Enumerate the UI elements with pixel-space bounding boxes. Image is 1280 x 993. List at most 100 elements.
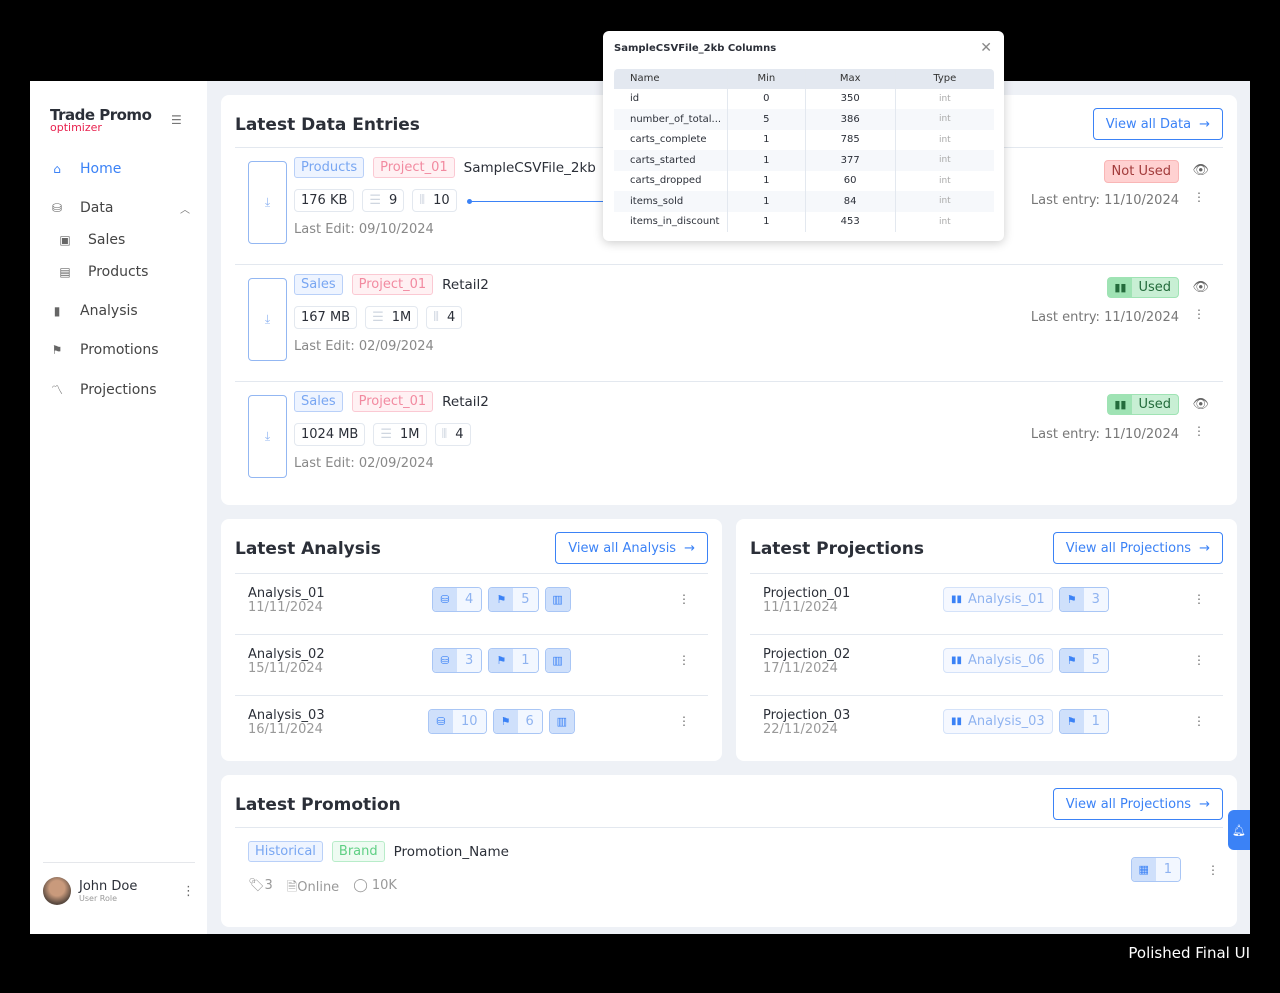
sidebar-item-products[interactable]: ▤ Products bbox=[58, 264, 148, 280]
analysis-name[interactable]: Analysis_03 bbox=[248, 708, 325, 723]
projection-name[interactable]: Projection_01 bbox=[763, 586, 851, 601]
data-count-pill[interactable]: ⛁ 3 bbox=[432, 648, 483, 673]
table-cell: 5 bbox=[727, 109, 806, 130]
projection-row[interactable]: Projection_03 22/11/2024 ▮▮ Analysis_03 ⚑ 1… bbox=[750, 695, 1223, 756]
section-title: Latest Data Entries bbox=[235, 115, 420, 135]
column-count[interactable]: ⦀ 4 bbox=[426, 306, 463, 329]
category-tag: Sales bbox=[294, 274, 343, 295]
projection-date: 17/11/2024 bbox=[763, 661, 838, 676]
section-title: Latest Promotion bbox=[235, 795, 401, 815]
promo-count-pill[interactable]: ⚑ 1 bbox=[488, 648, 539, 673]
projection-name[interactable]: Projection_03 bbox=[763, 708, 851, 723]
row-count[interactable]: ☰ 1M bbox=[373, 423, 427, 446]
notification-bell-button[interactable]: 🔔︎ bbox=[1228, 810, 1250, 850]
sidebar-item-sales[interactable]: ▣ Sales bbox=[58, 232, 125, 248]
sidebar-item-data[interactable]: ⛁ Data ︿ bbox=[50, 200, 190, 216]
table-cell: carts_dropped bbox=[614, 170, 728, 191]
kebab-icon[interactable]: ⋮ bbox=[1207, 863, 1219, 877]
projection-row[interactable]: Projection_01 11/11/2024 ▮▮ Analysis_01 ⚑ 3… bbox=[750, 573, 1223, 634]
kebab-icon[interactable]: ⋮ bbox=[1193, 592, 1205, 606]
database-icon: ⛁ bbox=[51, 201, 63, 215]
download-button[interactable]: ⤓ bbox=[248, 395, 287, 478]
analysis-name[interactable]: Analysis_02 bbox=[248, 647, 325, 662]
row-count[interactable]: ☰ 1M bbox=[365, 306, 419, 329]
file-name[interactable]: Retail2 bbox=[442, 276, 489, 293]
caption: Polished Final UI bbox=[1128, 944, 1250, 962]
analysis-row[interactable]: Analysis_02 15/11/2024 ⛁ 3 ⚑ 1 ▥ ⋮ bbox=[235, 634, 708, 695]
promotion-name[interactable]: Promotion_Name bbox=[393, 843, 509, 860]
kebab-icon[interactable]: ⋮ bbox=[678, 714, 690, 728]
table-cell: 453 bbox=[805, 211, 896, 232]
chevron-up-icon: ︿ bbox=[180, 204, 190, 216]
data-count-pill[interactable]: ⛁ 4 bbox=[432, 587, 483, 612]
category-tag: Products bbox=[294, 157, 365, 178]
kebab-icon[interactable]: ⋮ bbox=[182, 883, 195, 899]
column-count[interactable]: ⦀ 4 bbox=[434, 423, 471, 446]
download-button[interactable]: ⤓ bbox=[248, 278, 287, 361]
promotion-type-tag: Historical bbox=[248, 841, 323, 862]
kebab-icon[interactable]: ⋮ bbox=[1193, 307, 1205, 321]
status-badge: ▮▮ Used bbox=[1107, 394, 1179, 415]
user-profile[interactable]: John Doe User Role ⋮ bbox=[43, 862, 195, 905]
column-count[interactable]: ⦀ 10 bbox=[412, 189, 457, 212]
analysis-name: Analysis_06 bbox=[968, 653, 1045, 668]
cols-value: 10 bbox=[433, 193, 450, 208]
file-name[interactable]: SampleCSVFile_2kb bbox=[463, 159, 596, 176]
promo-count-pill[interactable]: ⚑ 6 bbox=[492, 709, 543, 734]
analysis-name[interactable]: Analysis_01 bbox=[248, 586, 325, 601]
kebab-icon[interactable]: ⋮ bbox=[1193, 424, 1205, 438]
analysis-link[interactable]: ▮▮ Analysis_01 bbox=[943, 587, 1053, 612]
file-name[interactable]: Retail2 bbox=[442, 393, 489, 410]
analysis-row[interactable]: Analysis_01 11/11/2024 ⛁ 4 ⚑ 5 ▥ ⋮ bbox=[235, 573, 708, 634]
eye-icon[interactable]: 👁︎ bbox=[1192, 280, 1209, 295]
data-entry-row: ⤓ Sales Project_01 Retail2 1024 MB ☰ 1M ⦀ 4 … bbox=[235, 381, 1223, 498]
analysis-row[interactable]: Analysis_03 16/11/2024 ⛁ 10 ⚑ 6 ▥ ⋮ bbox=[235, 695, 708, 756]
file-size: 167 MB bbox=[294, 306, 358, 329]
eye-icon[interactable]: 👁︎ bbox=[1192, 163, 1209, 178]
data-count-pill[interactable]: ⛁ 10 bbox=[428, 709, 487, 734]
analysis-link[interactable]: ▮▮ Analysis_06 bbox=[943, 648, 1053, 673]
projection-date: 22/11/2024 bbox=[763, 722, 838, 737]
table-cell: id bbox=[614, 88, 728, 109]
kebab-icon[interactable]: ⋮ bbox=[678, 592, 690, 606]
promo-count-pill[interactable]: ⚑ 1 bbox=[1058, 709, 1109, 734]
sidebar-item-promotions[interactable]: ⚑ Promotions bbox=[50, 342, 159, 358]
analysis-link[interactable]: ▮▮ Analysis_03 bbox=[943, 709, 1053, 734]
status-label: Used bbox=[1138, 280, 1171, 295]
promo-count-pill[interactable]: ⚑ 3 bbox=[1058, 587, 1109, 612]
map-button[interactable]: ▥ bbox=[544, 587, 571, 612]
cols-value: 4 bbox=[446, 310, 456, 325]
menu-toggle-icon[interactable]: ☰ bbox=[171, 113, 182, 127]
bar-chart-icon: ▮▮ bbox=[951, 594, 963, 605]
projection-name[interactable]: Projection_02 bbox=[763, 647, 851, 662]
kebab-icon[interactable]: ⋮ bbox=[678, 653, 690, 667]
kebab-icon[interactable]: ⋮ bbox=[1193, 714, 1205, 728]
view-all-data-button[interactable]: View all Data → bbox=[1092, 108, 1223, 140]
table-cell: carts_complete bbox=[614, 129, 728, 150]
last-edit: Last Edit: 02/09/2024 bbox=[294, 339, 434, 354]
calendar-count: 1 bbox=[1155, 858, 1180, 881]
projection-row[interactable]: Projection_02 17/11/2024 ▮▮ Analysis_06 ⚑ 5… bbox=[750, 634, 1223, 695]
calendar-pill[interactable]: ▦ 1 bbox=[1130, 857, 1181, 882]
close-icon[interactable]: ✕ bbox=[980, 40, 992, 56]
sidebar-item-home[interactable]: ⌂ Home bbox=[50, 161, 121, 177]
view-all-projections-button[interactable]: View all Projections → bbox=[1052, 532, 1223, 564]
promo-count-pill[interactable]: ⚑ 5 bbox=[488, 587, 539, 612]
view-all-projections-button[interactable]: View all Projections → bbox=[1052, 788, 1223, 820]
map-button[interactable]: ▥ bbox=[548, 709, 575, 734]
promo-count: 3 bbox=[1083, 588, 1108, 611]
view-all-analysis-button[interactable]: View all Analysis → bbox=[555, 532, 708, 564]
rows-value: 9 bbox=[389, 193, 398, 208]
data-entry-row: ⤓ Products Project_01 SampleCSVFile_2kb 17… bbox=[235, 147, 1223, 264]
project-tag: Project_01 bbox=[351, 274, 434, 295]
eye-icon[interactable]: 👁︎ bbox=[1192, 397, 1209, 412]
kebab-icon[interactable]: ⋮ bbox=[1193, 190, 1205, 204]
download-button[interactable]: ⤓ bbox=[248, 161, 287, 244]
row-count[interactable]: ☰ 9 bbox=[362, 189, 405, 212]
map-button[interactable]: ▥ bbox=[544, 648, 571, 673]
kebab-icon[interactable]: ⋮ bbox=[1193, 653, 1205, 667]
sidebar-item-projections[interactable]: 〽 Projections bbox=[50, 381, 157, 398]
table-row: items_sold 1 84 int bbox=[614, 191, 994, 212]
promo-count-pill[interactable]: ⚑ 5 bbox=[1058, 648, 1109, 673]
sidebar-item-analysis[interactable]: ▮ Analysis bbox=[50, 303, 138, 319]
